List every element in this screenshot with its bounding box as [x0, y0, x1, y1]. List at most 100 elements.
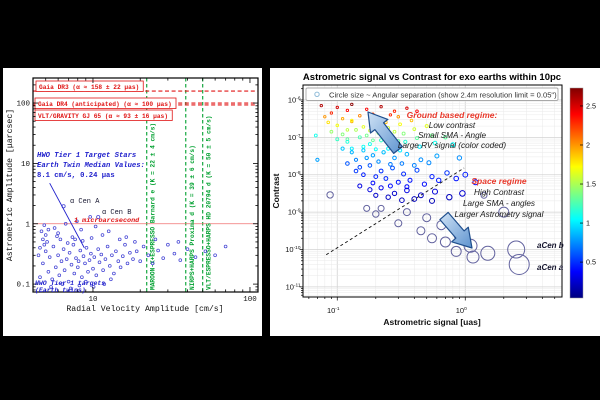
scatter-point: [432, 188, 438, 195]
ground-regime-line3: Large RV signal (color coded): [398, 141, 506, 150]
scatter-point: [41, 237, 45, 242]
y-tick-label: 10-6: [288, 95, 301, 104]
scatter-point: [123, 242, 127, 247]
scatter-point: [81, 254, 86, 258]
scatter-point: [392, 109, 397, 113]
scatter-point: [418, 157, 424, 163]
scatter-point: [349, 150, 354, 155]
scatter-point: [378, 168, 384, 174]
scatter-point: [417, 144, 422, 149]
ground-regime-line1: Low contrast: [429, 121, 476, 130]
scatter-point: [118, 265, 123, 270]
scatter-point: [373, 174, 379, 180]
limit-label-box: [35, 80, 144, 92]
scatter-point: [121, 254, 125, 258]
scatter-point: [411, 196, 418, 202]
scatter-point: [401, 131, 406, 136]
scatter-point: [89, 251, 93, 256]
scatter-point: [203, 249, 208, 254]
scatter-point: [394, 219, 403, 228]
scatter-point: [426, 160, 432, 166]
scatter-point: [38, 275, 42, 279]
scatter-point: [100, 233, 105, 237]
scatter-point: [345, 139, 350, 144]
scatter-point: [407, 177, 413, 183]
scatter-point: [93, 224, 98, 229]
scatter-point: [58, 237, 63, 242]
alpha-cen-a-label: α Cen A: [70, 198, 100, 206]
scatter-point: [64, 257, 69, 261]
scatter-point: [66, 279, 71, 284]
scatter-point: [385, 194, 391, 200]
right-plot-title: Astrometric signal vs Contrast for exo e…: [303, 72, 561, 83]
right-axes-frame: [302, 84, 563, 298]
scatter-point: [418, 192, 424, 199]
scatter-point: [108, 264, 112, 268]
scatter-point: [446, 194, 453, 201]
scatter-point: [429, 174, 435, 180]
scatter-point: [401, 171, 407, 177]
scatter-point: [439, 236, 451, 248]
scatter-point: [39, 229, 44, 234]
scatter-point: [315, 157, 320, 162]
scatter-point: [63, 222, 68, 226]
scatter-point: [364, 133, 369, 138]
left-axis-ticks: [33, 78, 258, 292]
scatter-point: [43, 233, 48, 237]
scatter-point: [399, 197, 405, 203]
scatter-point: [76, 259, 81, 263]
scatter-point: [41, 261, 45, 266]
right-scatter-points: [313, 102, 530, 275]
acen-b-label: aCen b: [537, 241, 564, 250]
scatter-point: [459, 190, 466, 197]
scatter-point: [150, 261, 155, 266]
scatter-point: [42, 242, 47, 247]
colorbar-tick-label: 1.5: [586, 180, 596, 189]
y-tick-label: 10-9: [288, 208, 301, 217]
y-tick-label: 1: [25, 221, 30, 229]
scatter-point: [462, 171, 469, 178]
scatter-point: [114, 249, 118, 254]
scatter-point: [357, 165, 363, 170]
scatter-point: [345, 161, 350, 166]
limit-label: Gaia DR3 (α ≈ 158 ± 22 μas): [39, 84, 139, 91]
scatter-point: [456, 155, 463, 161]
scatter-point: [99, 252, 104, 257]
scatter-point: [367, 187, 373, 193]
scatter-point: [388, 162, 393, 167]
colorbar-tick-label: 0.5: [586, 258, 596, 267]
scatter-point: [350, 118, 354, 123]
scatter-point: [109, 277, 113, 282]
scatter-point: [396, 115, 401, 119]
scatter-point: [76, 265, 80, 270]
scatter-point: [67, 251, 72, 255]
legend-marker-icon: [314, 91, 320, 98]
scatter-point: [392, 155, 397, 161]
scatter-point: [319, 103, 323, 108]
scatter-point: [361, 148, 366, 153]
scatter-point: [128, 251, 132, 255]
ground-regime-line2: Small SMA - Angle: [418, 131, 487, 140]
scatter-point: [52, 226, 57, 230]
scatter-point: [466, 250, 480, 264]
left-tick-labels: 10 100 0.1 1 10 100: [16, 101, 257, 304]
scatter-point: [378, 185, 384, 191]
scatter-point: [103, 257, 108, 261]
y-tick-label: 10-10: [285, 245, 301, 254]
scatter-point: [422, 213, 432, 223]
scatter-point: [353, 157, 359, 162]
scatter-point: [363, 204, 371, 212]
scatter-point: [42, 223, 47, 227]
scatter-point: [387, 183, 393, 189]
scatter-point: [404, 151, 410, 157]
limit-label: VLT/GRAVITY GJ 65 (α ≈ 93 ± 16 μas): [38, 113, 168, 120]
colorbar-tick-label: 1: [586, 219, 590, 228]
scatter-point: [102, 282, 107, 286]
hwo-annotation-line3: 8.1 cm/s, 0.24 μas: [37, 172, 115, 180]
scatter-point: [364, 155, 369, 161]
scatter-point: [404, 187, 410, 194]
scatter-point: [335, 105, 339, 110]
scatter-point: [434, 153, 440, 159]
scatter-point: [55, 234, 59, 239]
space-regime-line1: High Contrast: [474, 188, 525, 197]
